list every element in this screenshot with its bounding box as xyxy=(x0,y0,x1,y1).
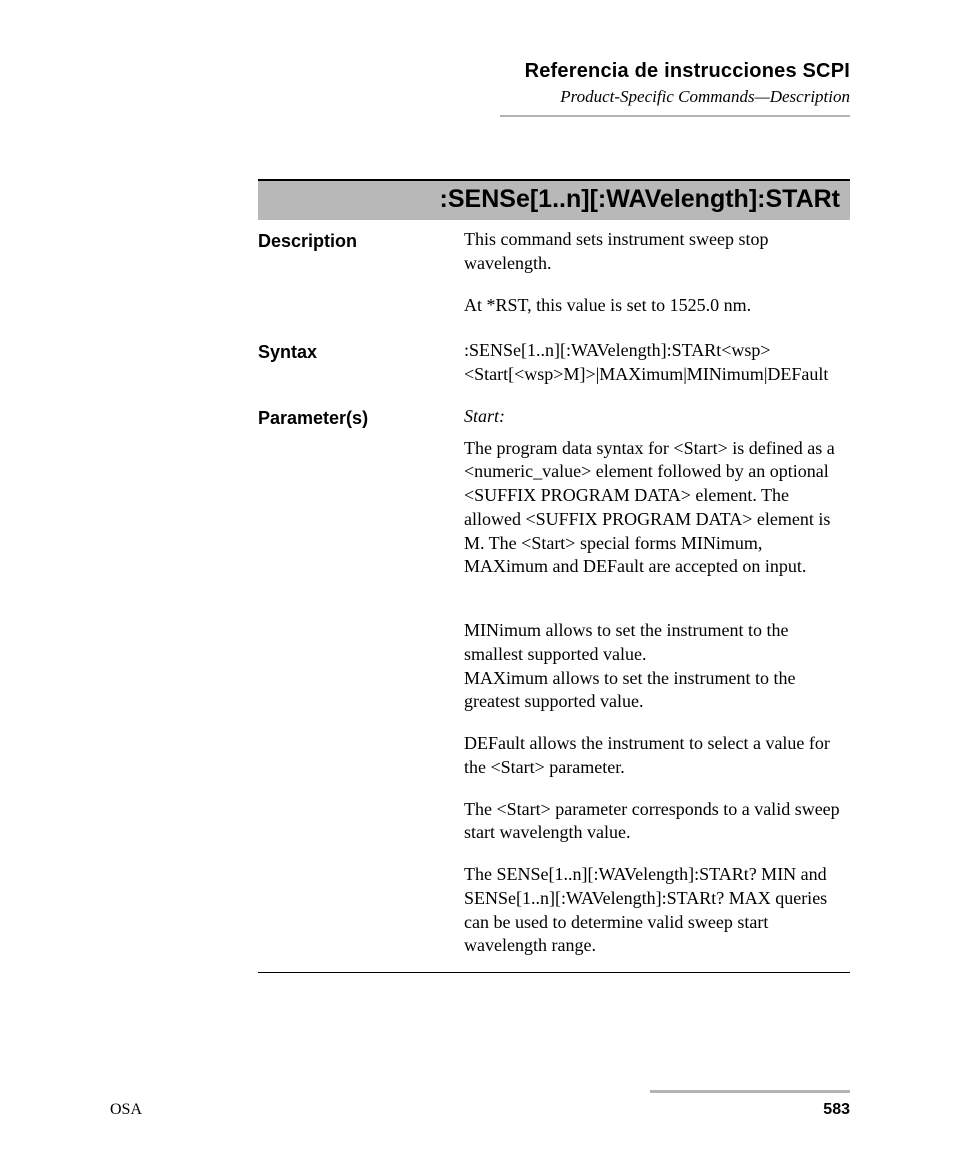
cell-description: This command sets instrument sweep stop … xyxy=(458,220,850,331)
param-p1: The program data syntax for <Start> is d… xyxy=(464,437,844,580)
row-description: Description This command sets instrument… xyxy=(258,220,850,331)
param-p6: The SENSe[1..n][:WAVelength]:STARt? MIN … xyxy=(464,863,844,958)
label-parameters: Parameter(s) xyxy=(258,397,458,973)
header-rule xyxy=(500,115,850,117)
footer-rule xyxy=(650,1090,850,1093)
row-syntax: Syntax :SENSe[1..n][:WAVelength]:STARt<w… xyxy=(258,331,850,397)
cell-parameters: Start: The program data syntax for <Star… xyxy=(458,397,850,973)
header-title: Referencia de instrucciones SCPI xyxy=(110,60,850,83)
footer-page-number: 583 xyxy=(823,1101,850,1119)
label-syntax: Syntax xyxy=(258,331,458,397)
label-description: Description xyxy=(258,220,458,331)
footer-product: OSA xyxy=(110,1101,142,1119)
param-p4: DEFault allows the instrument to select … xyxy=(464,732,844,780)
row-parameters: Parameter(s) Start: The program data syn… xyxy=(258,397,850,973)
description-p2: At *RST, this value is set to 1525.0 nm. xyxy=(464,294,844,318)
cell-syntax: :SENSe[1..n][:WAVelength]:STARt<wsp><Sta… xyxy=(458,331,850,397)
description-p1: This command sets instrument sweep stop … xyxy=(464,228,844,276)
syntax-text: :SENSe[1..n][:WAVelength]:STARt<wsp><Sta… xyxy=(464,339,844,387)
command-table: Description This command sets instrument… xyxy=(258,220,850,973)
header-subtitle: Product-Specific Commands—Description xyxy=(110,87,850,107)
command-title-bar: :SENSe[1..n][:WAVelength]:STARt xyxy=(258,181,850,220)
param-p2: MINimum allows to set the instrument to … xyxy=(464,619,844,667)
param-p5: The <Start> parameter corresponds to a v… xyxy=(464,798,844,846)
parameter-name: Start: xyxy=(464,405,844,429)
param-p3: MAXimum allows to set the instrument to … xyxy=(464,667,844,715)
